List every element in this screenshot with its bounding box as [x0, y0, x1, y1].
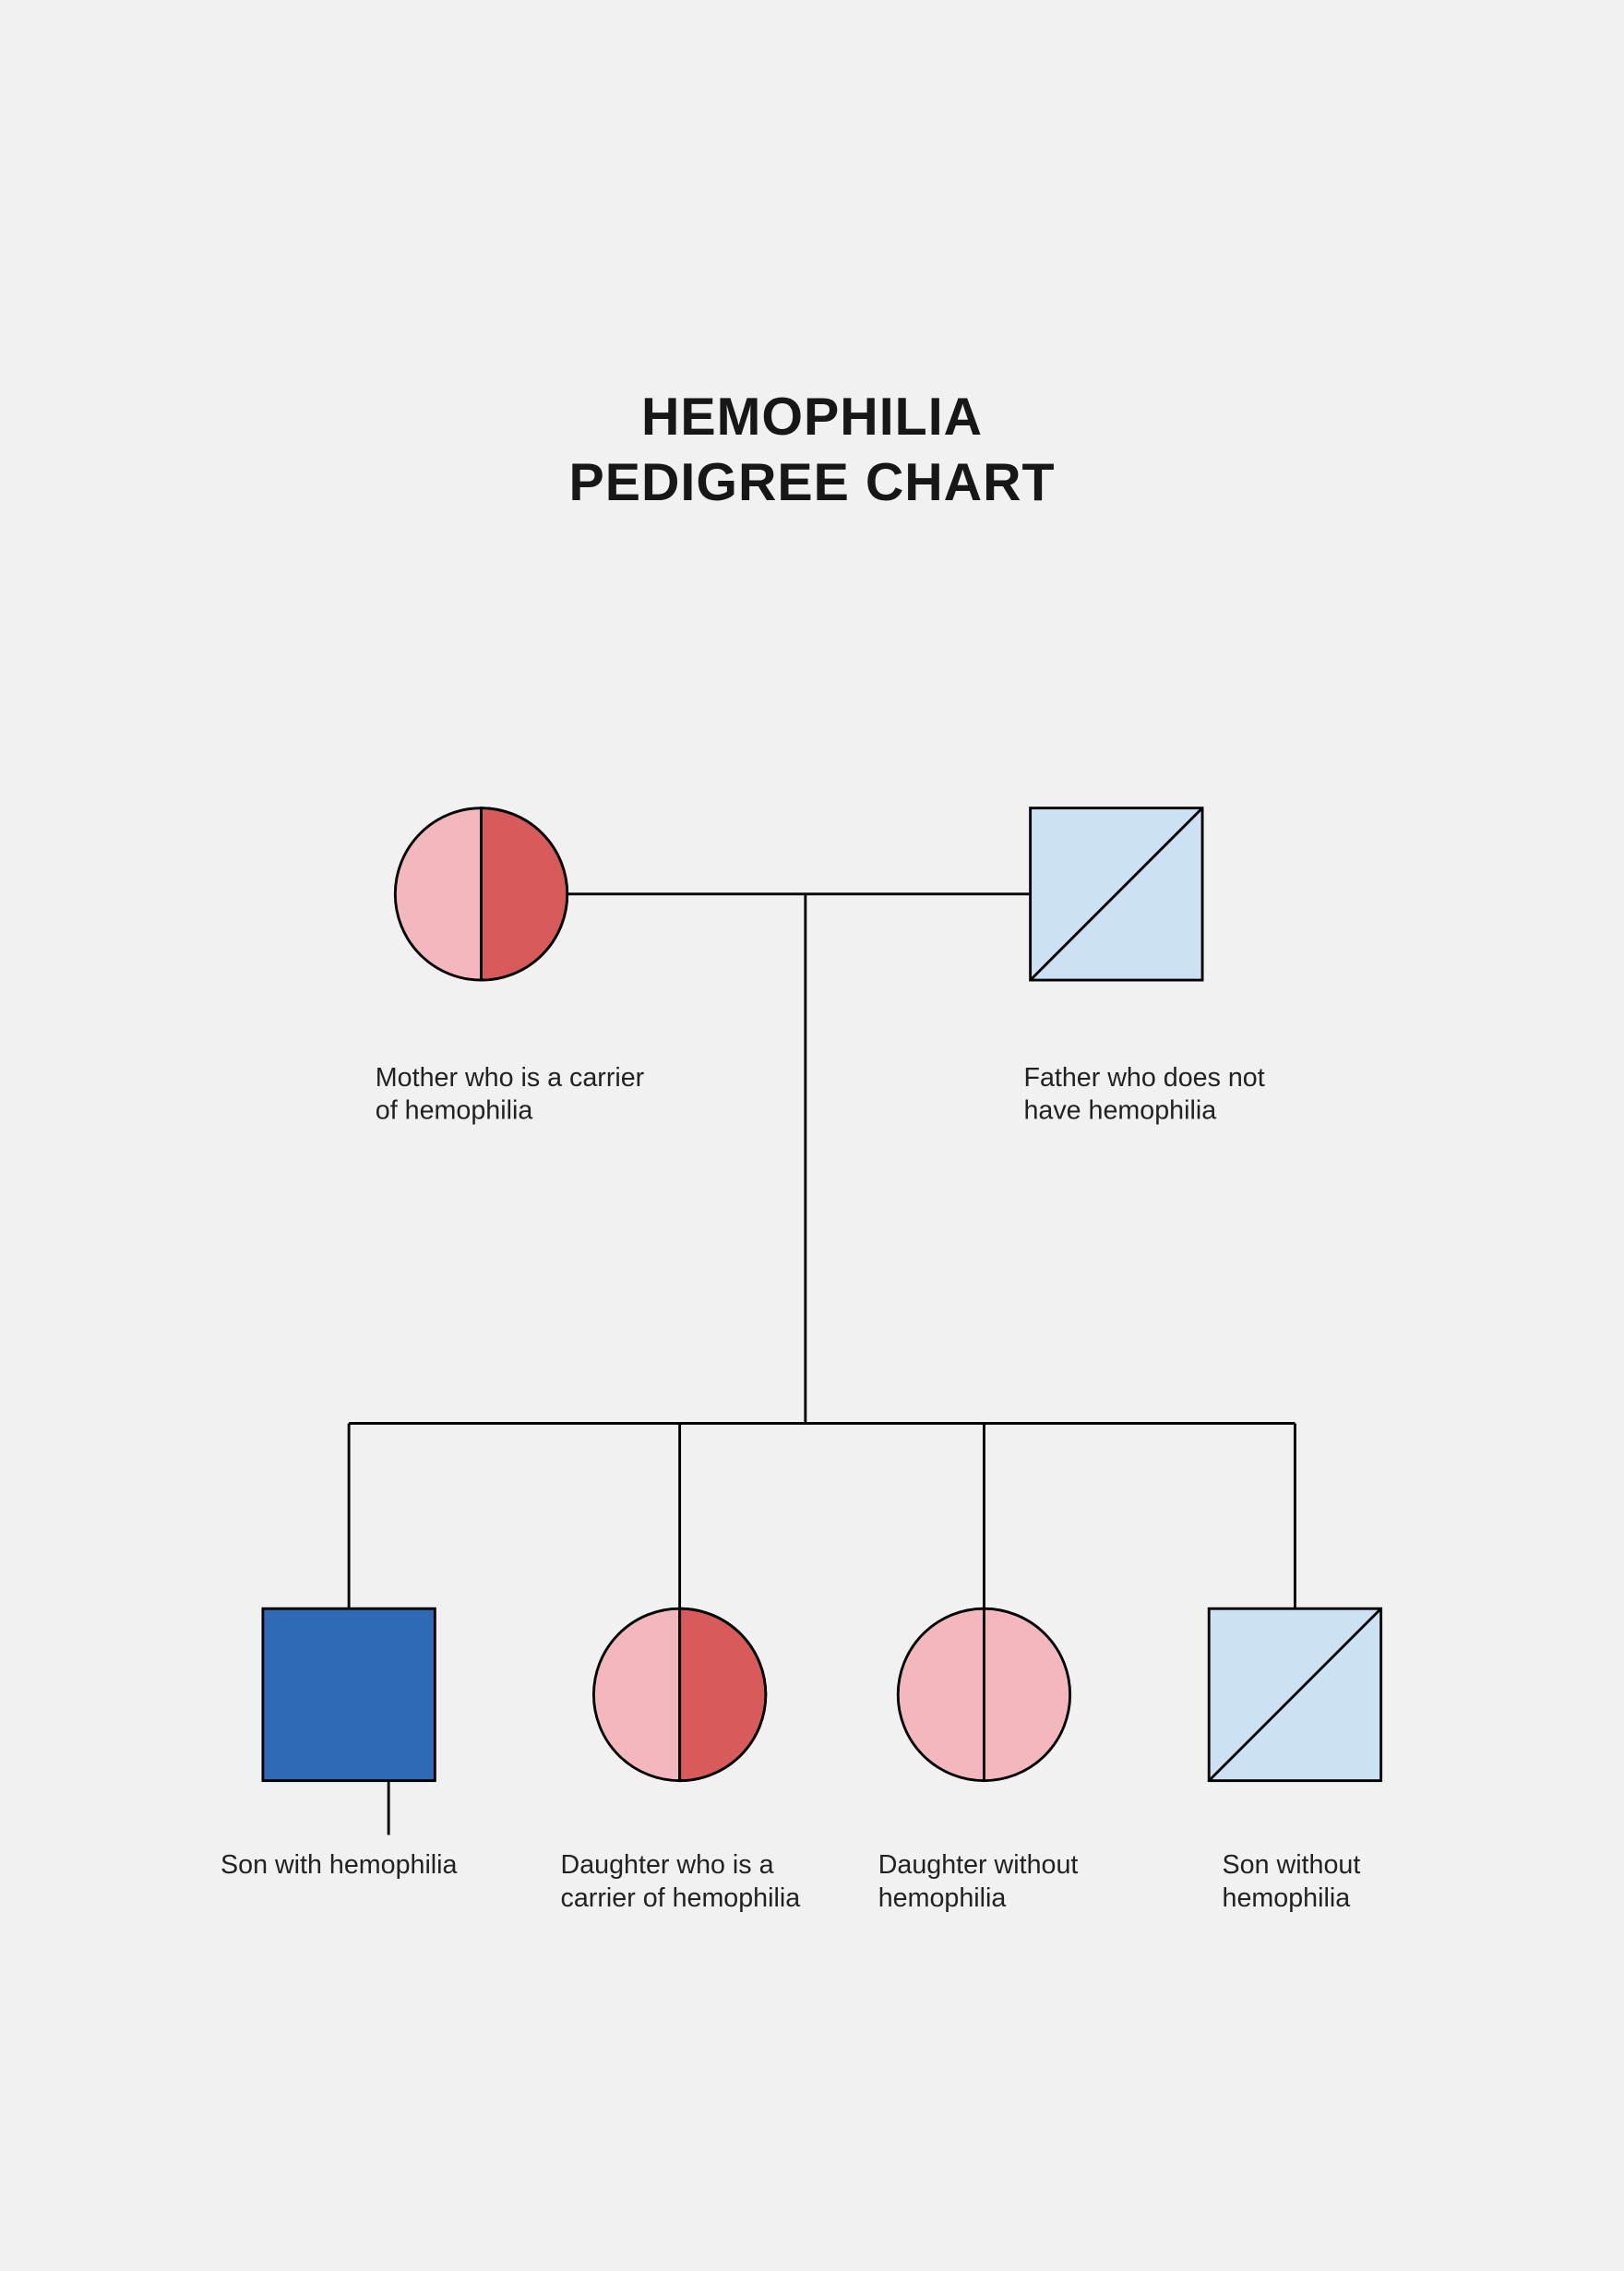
node-son_aff: [263, 1608, 435, 1780]
label-dau_car: Daughter who is acarrier of hemophilia: [561, 1850, 801, 1913]
node-dau_un: [898, 1608, 1069, 1780]
label-mother: Mother who is a carrierof hemophilia: [376, 1063, 645, 1126]
node-father: [1031, 808, 1202, 980]
node-son_un: [1209, 1608, 1380, 1780]
label-dau_un: Daughter withouthemophilia: [878, 1850, 1079, 1913]
label-son_aff: Son with hemophilia: [221, 1850, 458, 1880]
label-father: Father who does nothave hemophilia: [1023, 1063, 1264, 1126]
node-dau_car: [593, 1608, 765, 1780]
label-son_un: Son withouthemophilia: [1223, 1850, 1361, 1913]
node-mother: [395, 808, 567, 980]
pedigree-diagram: Mother who is a carrierof hemophilia Fath…: [111, 160, 1513, 2132]
